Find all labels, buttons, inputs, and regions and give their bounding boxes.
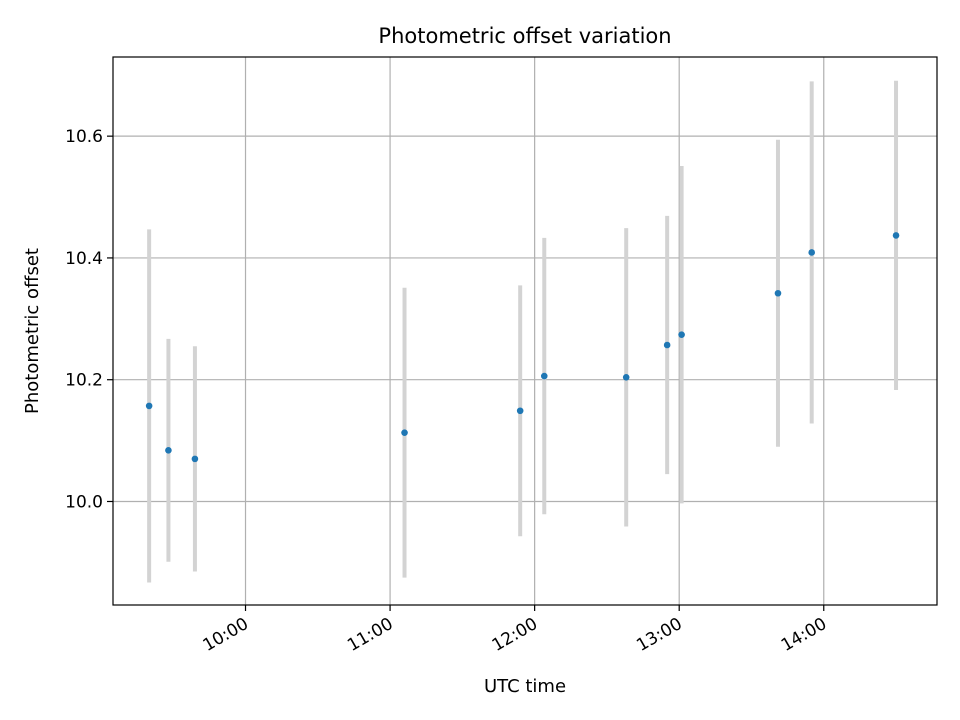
data-point	[401, 429, 408, 436]
plot-frame	[112, 56, 938, 606]
data-point	[892, 232, 900, 239]
grid-lines	[113, 57, 937, 605]
y-tick-label: 10.2	[65, 371, 103, 391]
data-point	[165, 447, 172, 454]
data-point	[663, 341, 671, 349]
chart-title: Photometric offset variation	[378, 24, 671, 48]
data-point	[622, 373, 630, 381]
data-point	[774, 289, 782, 297]
x-axis-label: UTC time	[484, 676, 566, 697]
y-tick-label: 10.0	[65, 492, 103, 512]
data-point	[678, 331, 685, 338]
y-axis-ticks: 10.0 10.2 10.4 10.6	[65, 127, 113, 512]
data-point	[808, 249, 816, 256]
data-point	[145, 402, 153, 410]
data-point	[540, 372, 548, 380]
data-point	[191, 455, 199, 463]
y-tick-label: 10.6	[65, 127, 103, 147]
y-axis-label: Photometric offset	[22, 248, 43, 414]
y-tick-label: 10.4	[65, 249, 103, 269]
data-points	[145, 232, 900, 463]
data-point	[516, 407, 524, 415]
